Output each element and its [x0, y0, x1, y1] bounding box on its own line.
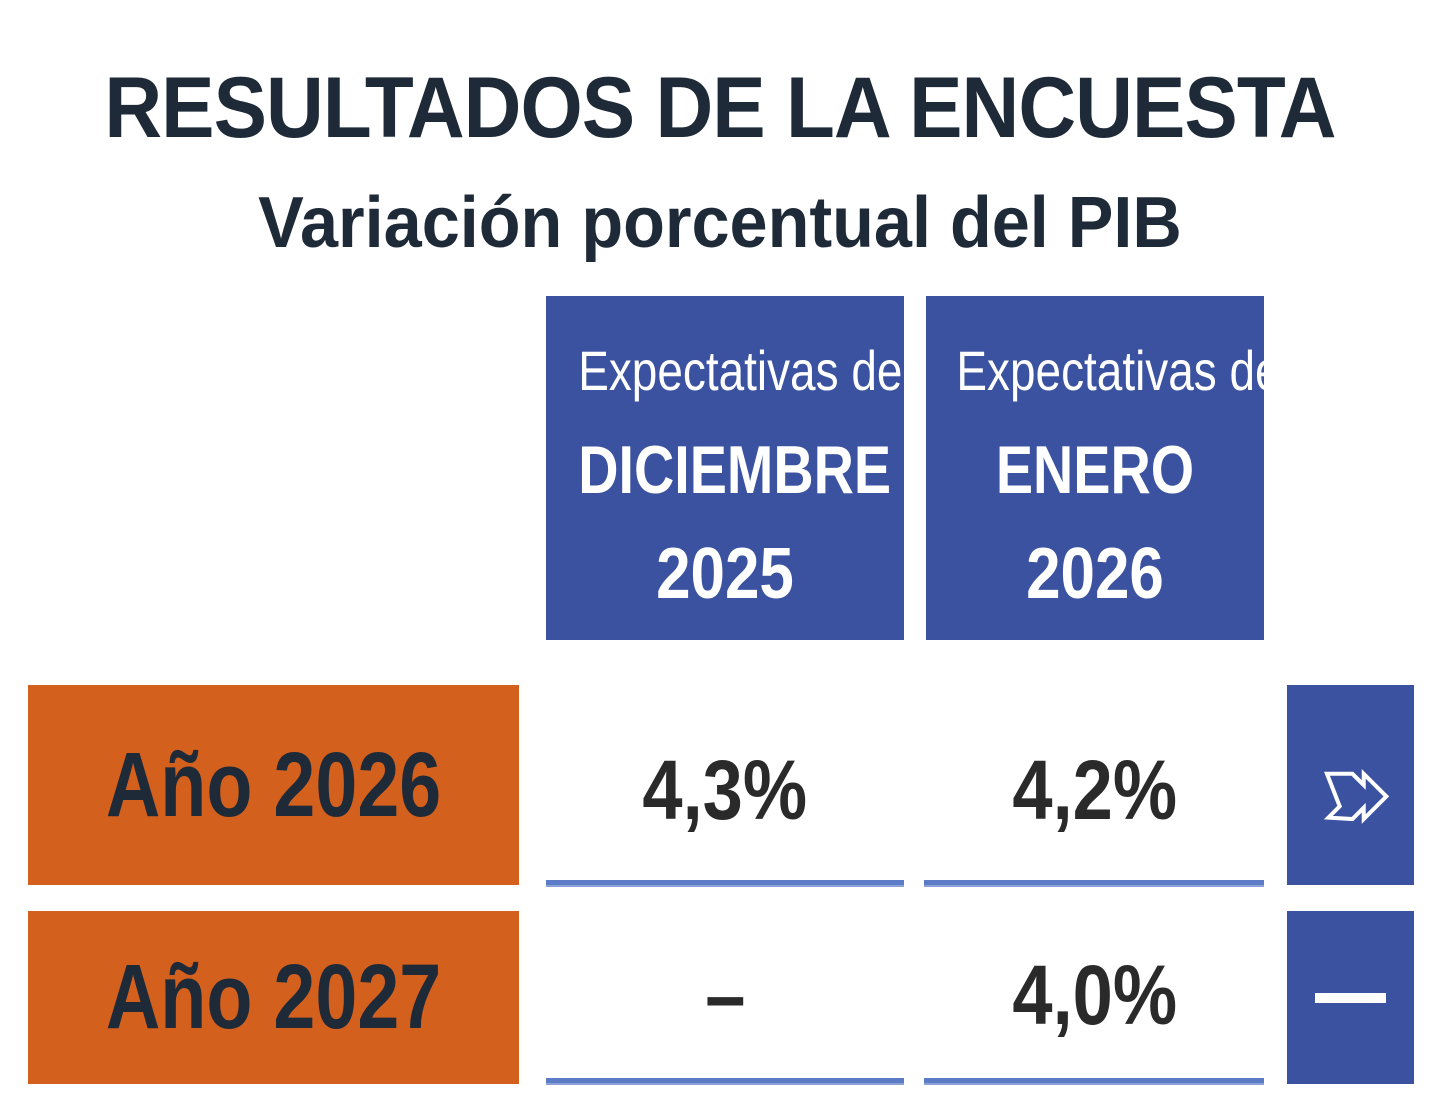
column-header-month: ENERO [995, 432, 1195, 508]
cell-value: 4,3% [642, 743, 808, 837]
column-header-month: DICIEMBRE [578, 432, 892, 508]
row-divider [924, 880, 1264, 887]
row-label-text: Año 2027 [105, 946, 442, 1048]
row-label-2026: Año 2026 [28, 685, 519, 885]
table-cell: 4,0% [926, 940, 1264, 1050]
table-cell: 4,3% [546, 735, 904, 845]
dash-icon [1315, 993, 1386, 1003]
trend-indicator [1287, 685, 1414, 885]
chart-title: RESULTADOS DE LA ENCUESTA [104, 60, 1336, 156]
column-header-prefix: Expectativas de [956, 339, 1281, 402]
row-divider [924, 1078, 1264, 1085]
column-header-diciembre: Expectativas de DICIEMBRE 2025 [546, 296, 904, 640]
column-header-year: 2026 [1026, 534, 1164, 614]
row-label-2027: Año 2027 [28, 911, 519, 1084]
cell-value: 4,2% [1012, 743, 1178, 837]
chart-subtitle: Variación porcentual del PIB [258, 183, 1182, 263]
column-header-year: 2025 [656, 534, 794, 614]
down-arrow-icon [1323, 768, 1390, 824]
cell-value: 4,0% [1012, 948, 1178, 1042]
row-divider [546, 1078, 904, 1085]
column-header-enero: Expectativas de ENERO 2026 [926, 296, 1281, 640]
trend-indicator [1287, 911, 1414, 1084]
row-label-text: Año 2026 [105, 734, 442, 836]
table-cell: 4,2% [926, 735, 1264, 845]
table-cell: – [546, 940, 904, 1050]
cell-value: – [704, 948, 746, 1042]
column-header-prefix: Expectativas de [578, 339, 903, 402]
row-divider [546, 880, 904, 887]
